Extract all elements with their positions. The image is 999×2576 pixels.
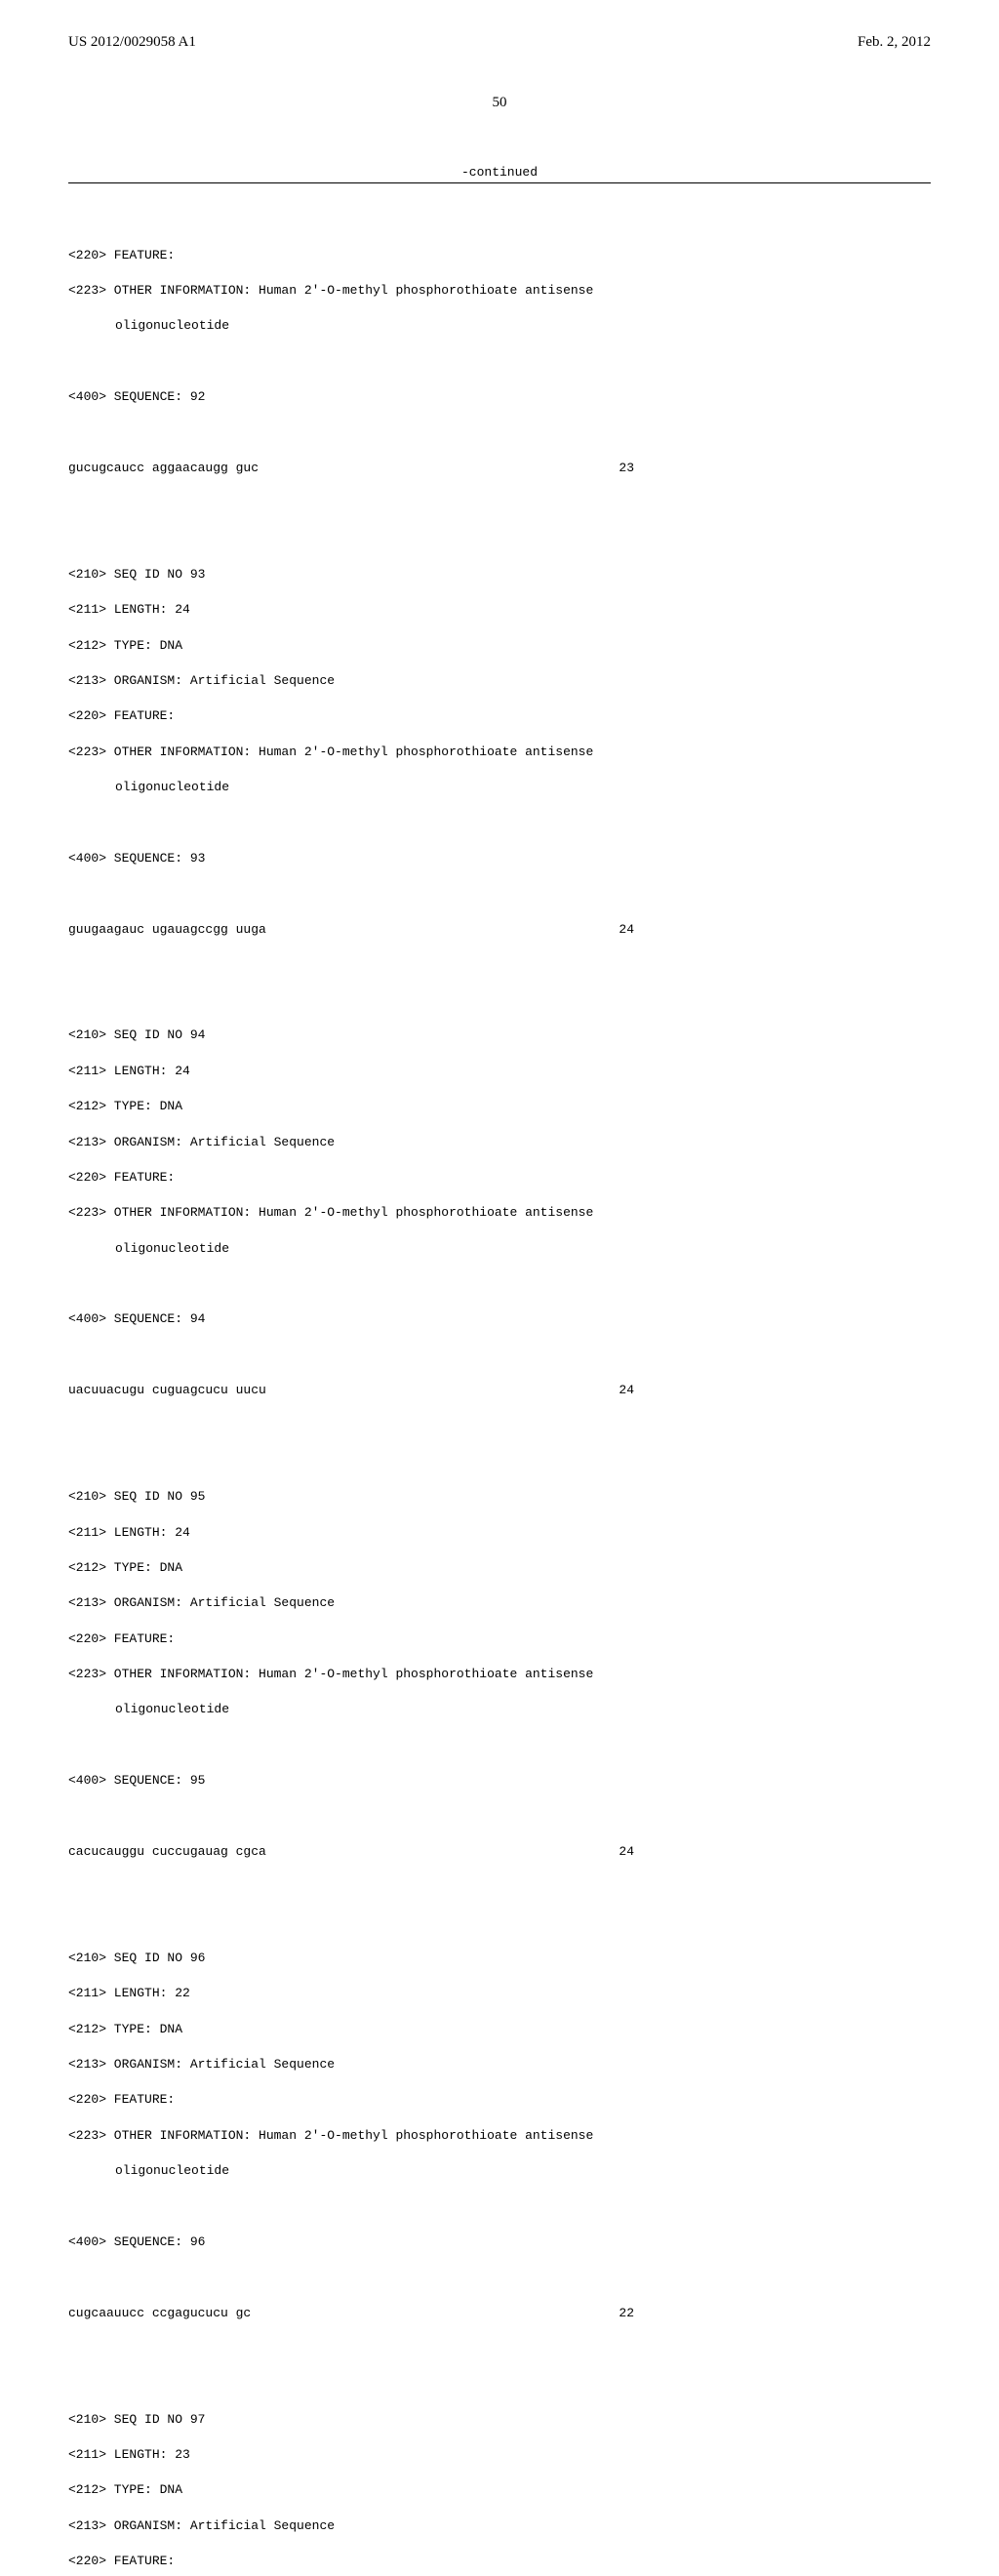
other-info-cont: oligonucleotide <box>68 1240 931 1258</box>
page-number: 50 <box>68 95 931 111</box>
feature-line: <220> FEATURE: <box>68 2091 931 2109</box>
sequence-data: uacuuacugu cuguagcucu uucu <box>68 1382 266 1399</box>
sequence-length: 24 <box>619 1843 634 1861</box>
sequence-entry: <210> SEQ ID NO 95 <211> LENGTH: 24 <212… <box>68 1470 931 1878</box>
sequence-data: gucugcaucc aggaacaugg guc <box>68 460 259 477</box>
other-info-cont: oligonucleotide <box>68 2162 931 2180</box>
length-line: <211> LENGTH: 24 <box>68 1524 931 1542</box>
length-line: <211> LENGTH: 23 <box>68 2446 931 2464</box>
sequence-entry: <210> SEQ ID NO 96 <211> LENGTH: 22 <212… <box>68 1932 931 2340</box>
seq-id-line: <210> SEQ ID NO 93 <box>68 566 931 584</box>
seq-id-line: <210> SEQ ID NO 96 <box>68 1950 931 1967</box>
publication-date: Feb. 2, 2012 <box>858 34 931 51</box>
other-info-line: <223> OTHER INFORMATION: Human 2'-O-meth… <box>68 1666 931 1683</box>
organism-line: <213> ORGANISM: Artificial Sequence <box>68 2517 931 2535</box>
sequence-data-row: cugcaauucc ccgagucucu gc 22 <box>68 2305 634 2322</box>
other-info-line: <223> OTHER INFORMATION: Human 2'-O-meth… <box>68 282 931 300</box>
sequence-entry: <210> SEQ ID NO 97 <211> LENGTH: 23 <212… <box>68 2393 931 2576</box>
sequence-length: 24 <box>619 1382 634 1399</box>
seq-id-line: <210> SEQ ID NO 97 <box>68 2411 931 2429</box>
sequence-label: <400> SEQUENCE: 94 <box>68 1310 931 1328</box>
other-info-line: <223> OTHER INFORMATION: Human 2'-O-meth… <box>68 2127 931 2145</box>
sequence-label: <400> SEQUENCE: 96 <box>68 2234 931 2251</box>
other-info-cont: oligonucleotide <box>68 1701 931 1718</box>
sequence-label: <400> SEQUENCE: 93 <box>68 850 931 867</box>
length-line: <211> LENGTH: 22 <box>68 1985 931 2002</box>
page-header: US 2012/0029058 A1 Feb. 2, 2012 <box>68 34 931 51</box>
feature-line: <220> FEATURE: <box>68 1630 931 1648</box>
type-line: <212> TYPE: DNA <box>68 1098 931 1115</box>
sequence-length: 22 <box>619 2305 634 2322</box>
feature-line: <220> FEATURE: <box>68 247 931 264</box>
seq-id-line: <210> SEQ ID NO 95 <box>68 1488 931 1506</box>
type-line: <212> TYPE: DNA <box>68 2021 931 2038</box>
sequence-length: 24 <box>619 921 634 939</box>
sequence-label: <400> SEQUENCE: 92 <box>68 388 931 406</box>
organism-line: <213> ORGANISM: Artificial Sequence <box>68 1134 931 1151</box>
divider-line <box>68 182 931 183</box>
organism-line: <213> ORGANISM: Artificial Sequence <box>68 672 931 690</box>
type-line: <212> TYPE: DNA <box>68 637 931 655</box>
type-line: <212> TYPE: DNA <box>68 1559 931 1577</box>
sequence-data: guugaagauc ugauagccgg uuga <box>68 921 266 939</box>
type-line: <212> TYPE: DNA <box>68 2481 931 2499</box>
other-info-cont: oligonucleotide <box>68 317 931 335</box>
sequence-entry: <220> FEATURE: <223> OTHER INFORMATION: … <box>68 228 931 495</box>
feature-line: <220> FEATURE: <box>68 2553 931 2570</box>
sequence-length: 23 <box>619 460 634 477</box>
publication-number: US 2012/0029058 A1 <box>68 34 196 51</box>
sequence-entry: <210> SEQ ID NO 94 <211> LENGTH: 24 <212… <box>68 1009 931 1417</box>
sequence-listing: <220> FEATURE: <223> OTHER INFORMATION: … <box>68 193 931 2576</box>
sequence-data: cugcaauucc ccgagucucu gc <box>68 2305 251 2322</box>
sequence-data-row: cacucauggu cuccugauag cgca 24 <box>68 1843 634 1861</box>
sequence-data-row: uacuuacugu cuguagcucu uucu 24 <box>68 1382 634 1399</box>
sequence-data-row: guugaagauc ugauagccgg uuga 24 <box>68 921 634 939</box>
length-line: <211> LENGTH: 24 <box>68 601 931 619</box>
other-info-line: <223> OTHER INFORMATION: Human 2'-O-meth… <box>68 744 931 761</box>
other-info-cont: oligonucleotide <box>68 779 931 796</box>
other-info-line: <223> OTHER INFORMATION: Human 2'-O-meth… <box>68 1204 931 1222</box>
organism-line: <213> ORGANISM: Artificial Sequence <box>68 2056 931 2073</box>
seq-id-line: <210> SEQ ID NO 94 <box>68 1026 931 1044</box>
sequence-data: cacucauggu cuccugauag cgca <box>68 1843 266 1861</box>
sequence-entry: <210> SEQ ID NO 93 <211> LENGTH: 24 <212… <box>68 548 931 956</box>
sequence-label: <400> SEQUENCE: 95 <box>68 1772 931 1790</box>
sequence-data-row: gucugcaucc aggaacaugg guc 23 <box>68 460 634 477</box>
feature-line: <220> FEATURE: <box>68 707 931 725</box>
length-line: <211> LENGTH: 24 <box>68 1063 931 1080</box>
feature-line: <220> FEATURE: <box>68 1169 931 1187</box>
organism-line: <213> ORGANISM: Artificial Sequence <box>68 1594 931 1612</box>
continued-label: -continued <box>68 165 931 180</box>
